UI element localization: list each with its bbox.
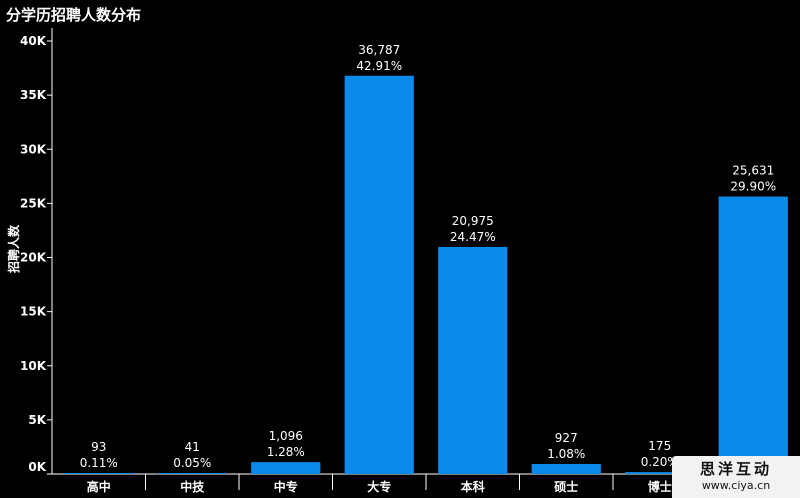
x-tick-label: 博士 xyxy=(648,479,672,494)
bar xyxy=(157,473,227,474)
chart-title: 分学历招聘人数分布 xyxy=(6,6,142,24)
x-tick-label: 中专 xyxy=(274,479,298,494)
y-tick-label: 30K xyxy=(20,142,47,156)
watermark-brand-text: 思洋互动 xyxy=(699,460,772,478)
bar-value-label: 1,096 xyxy=(269,429,303,443)
bar xyxy=(718,196,788,474)
y-tick-label: 15K xyxy=(20,305,47,319)
bar-percent-label: 0.11% xyxy=(80,456,118,470)
x-tick-label: 本科 xyxy=(461,479,485,494)
watermark-logo: 思洋互动 www.ciya.cn xyxy=(672,456,800,498)
y-axis: 0K 5K 10K 15K 20K 25K 30K 35K 40K xyxy=(20,28,53,475)
bar xyxy=(344,75,414,474)
x-tick-label: 高中 xyxy=(87,479,111,494)
bar-value-label: 20,975 xyxy=(452,214,494,228)
bar-value-label: 25,631 xyxy=(732,164,774,178)
bar-percent-label: 0.20% xyxy=(641,455,679,469)
bar xyxy=(64,472,134,474)
watermark-url-text: www.ciya.cn xyxy=(701,479,771,492)
bar xyxy=(438,246,508,474)
y-tick-label: 35K xyxy=(20,88,47,102)
x-tick-label: 硕士 xyxy=(554,479,578,494)
bar-percent-label: 29.90% xyxy=(730,180,776,194)
bar-value-label: 36,787 xyxy=(358,43,400,57)
bar-percent-label: 1.28% xyxy=(267,445,305,459)
x-tick-label: 大专 xyxy=(367,479,391,494)
bar xyxy=(531,463,601,474)
bar-percent-label: 1.08% xyxy=(547,447,585,461)
y-tick-label: 20K xyxy=(20,251,47,265)
bar-percent-label: 42.91% xyxy=(356,59,402,73)
bar-value-label: 93 xyxy=(91,440,106,454)
bars xyxy=(64,75,788,474)
y-tick-label: 25K xyxy=(20,196,47,210)
data-labels: 93 0.11% 41 0.05% 1,096 1.28% 36,787 42.91% 20,9… xyxy=(80,43,776,470)
x-tick-label: 中技 xyxy=(180,479,205,494)
bar-value-label: 41 xyxy=(185,440,200,454)
y-axis-title: 招聘人数 xyxy=(6,224,21,273)
y-tick-label: 40K xyxy=(20,34,47,48)
y-tick-label: 10K xyxy=(20,359,47,373)
bar-value-label: 175 xyxy=(648,439,671,453)
bar xyxy=(251,462,321,474)
bar-percent-label: 24.47% xyxy=(450,230,496,244)
bar-value-label: 927 xyxy=(555,431,578,445)
y-tick-label: 0K xyxy=(28,460,46,474)
y-tick-label: 5K xyxy=(28,413,46,427)
bar xyxy=(625,472,695,474)
bar-percent-label: 0.05% xyxy=(173,456,211,470)
